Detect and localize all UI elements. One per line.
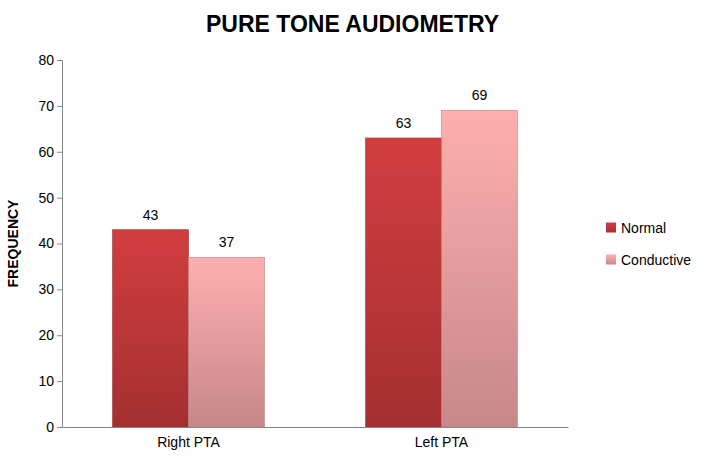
y-tick-mark [57,335,62,336]
y-tick-mark [57,244,62,245]
y-tick: 50 [38,190,62,206]
bar [442,110,518,427]
y-tick: 40 [38,235,62,251]
y-tick: 0 [46,419,62,435]
chart: PURE TONE AUDIOMETRY 0 10 20 30 40 50 60 70 80 FRE… [0,0,705,463]
y-tick-mark [57,427,62,428]
y-tick-mark [57,289,62,290]
x-tick-label: Left PTA [415,434,469,450]
y-tick-mark [57,198,62,199]
data-label: 63 [396,115,412,131]
data-labels: 43 63 37 69 [143,87,488,250]
data-label: 37 [219,234,235,250]
y-tick-label: 20 [38,327,54,343]
bars [113,110,518,427]
y-tick-mark [57,60,62,61]
bar [366,138,442,427]
data-label: 43 [143,207,159,223]
x-tick: Right PTA [157,427,220,450]
legend: Normal Conductive [606,220,691,268]
y-tick-mark [57,152,62,153]
y-axis-title: FREQUENCY [5,199,21,288]
legend-label: Conductive [621,252,691,268]
title: PURE TONE AUDIOMETRY [206,11,499,37]
y-tick: 20 [38,327,62,343]
data-label: 69 [472,87,488,103]
bar [113,230,189,427]
x-axis-line [63,427,569,428]
bar [189,257,265,427]
y-tick: 80 [38,52,62,68]
y-axis: 0 10 20 30 40 50 60 70 80 [38,52,62,435]
y-tick-mark [57,106,62,107]
y-tick-label: 60 [38,144,54,160]
y-axis-line [57,61,63,428]
legend-label: Normal [621,220,666,236]
y-tick-label: 0 [46,419,54,435]
y-tick: 30 [38,281,62,297]
y-tick-mark [57,381,62,382]
y-tick: 70 [38,98,62,114]
y-tick-label: 40 [38,235,54,251]
y-tick-label: 10 [38,373,54,389]
y-tick: 10 [38,373,62,389]
x-axis: Right PTA Left PTA [63,427,569,450]
y-tick-label: 30 [38,281,54,297]
x-tick-label: Right PTA [157,434,220,450]
y-tick-label: 80 [38,52,54,68]
y-tick: 60 [38,144,62,160]
x-tick: Left PTA [415,427,469,450]
y-tick-label: 50 [38,190,54,206]
y-tick-label: 70 [38,98,54,114]
legend-swatch [606,223,616,233]
legend-swatch [606,255,616,265]
